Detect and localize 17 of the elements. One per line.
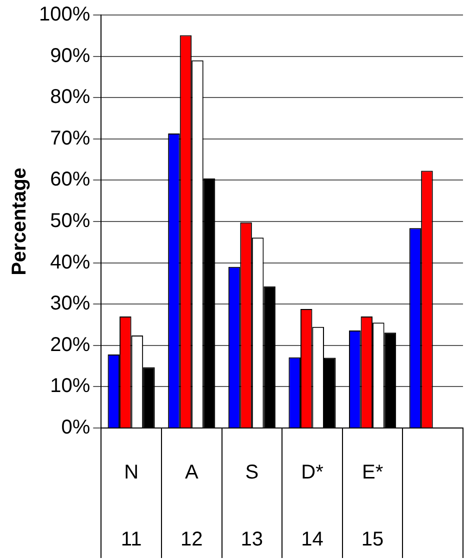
y-tick-label: 70% — [50, 127, 90, 150]
y-tick-label: 0% — [61, 416, 90, 439]
y-tick-label: 80% — [50, 86, 90, 108]
category-label: N 11 — [120, 462, 142, 551]
y-tick-label: 20% — [50, 334, 90, 356]
y-axis-title: Percentage — [8, 168, 31, 276]
category-label: D* 14 — [301, 462, 324, 551]
category-label: S 13 — [240, 462, 264, 551]
y-tick-label: 50% — [50, 210, 90, 232]
y-tick-label: 90% — [50, 44, 90, 67]
category-label: A 12 — [180, 462, 203, 551]
category-label: E* 15 — [361, 462, 384, 551]
y-tick-label: 40% — [50, 251, 90, 274]
y-tick-label: 30% — [50, 292, 90, 315]
y-tick-label: 60% — [50, 168, 90, 191]
y-tick-label: 100% — [38, 4, 90, 26]
y-tick-label: 10% — [50, 375, 90, 398]
